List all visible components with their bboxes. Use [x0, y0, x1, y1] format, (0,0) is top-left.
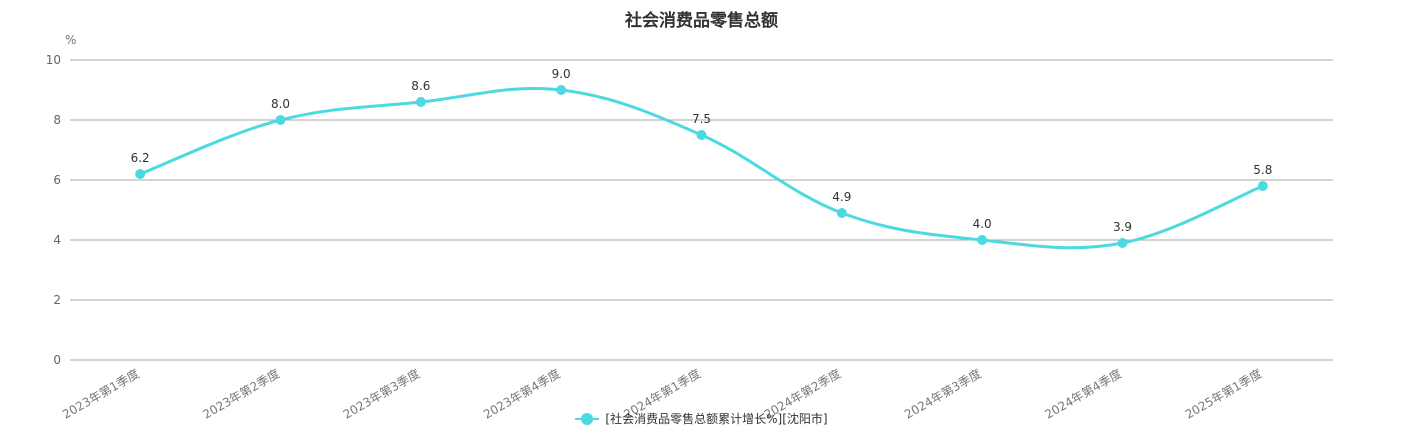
data-point[interactable] [1117, 238, 1128, 248]
y-tick-label: 0 [53, 353, 61, 367]
data-label: 8.0 [271, 97, 290, 111]
y-axis-unit: % [65, 33, 76, 47]
y-tick-label: 10 [46, 53, 61, 67]
data-point[interactable] [696, 130, 707, 140]
data-point[interactable] [1257, 181, 1268, 191]
y-tick-label: 2 [53, 293, 61, 307]
data-label: 9.0 [552, 67, 571, 81]
legend-marker-icon [575, 412, 600, 425]
data-label: 4.9 [832, 190, 851, 204]
y-tick-label: 4 [53, 233, 61, 247]
data-point[interactable] [275, 115, 286, 125]
data-label: 6.2 [131, 151, 150, 165]
data-point[interactable] [415, 97, 426, 107]
data-labels: 6.2 8.0 8.6 9.0 7.5 4.9 4.0 3.9 5.8 [131, 67, 1273, 234]
y-tick-label: 8 [53, 113, 61, 127]
data-point[interactable] [836, 208, 847, 218]
grid-layer: 0 2 4 6 8 10 [46, 53, 1333, 367]
y-tick-label: 6 [53, 173, 61, 187]
data-label: 7.5 [692, 112, 711, 126]
data-label: 3.9 [1113, 220, 1132, 234]
legend-label: [社会消费品零售总额累计增长%][沈阳市] [605, 412, 828, 426]
data-point[interactable] [977, 235, 988, 245]
legend[interactable]: [社会消费品零售总额累计增长%][沈阳市] [0, 410, 1403, 427]
data-label: 5.8 [1253, 163, 1272, 177]
series-layer [135, 85, 1268, 250]
data-label: 8.6 [411, 79, 430, 93]
chart-title: 社会消费品零售总额 [625, 11, 778, 31]
data-point[interactable] [135, 169, 146, 179]
data-point[interactable] [556, 85, 567, 95]
data-label: 4.0 [973, 217, 992, 231]
